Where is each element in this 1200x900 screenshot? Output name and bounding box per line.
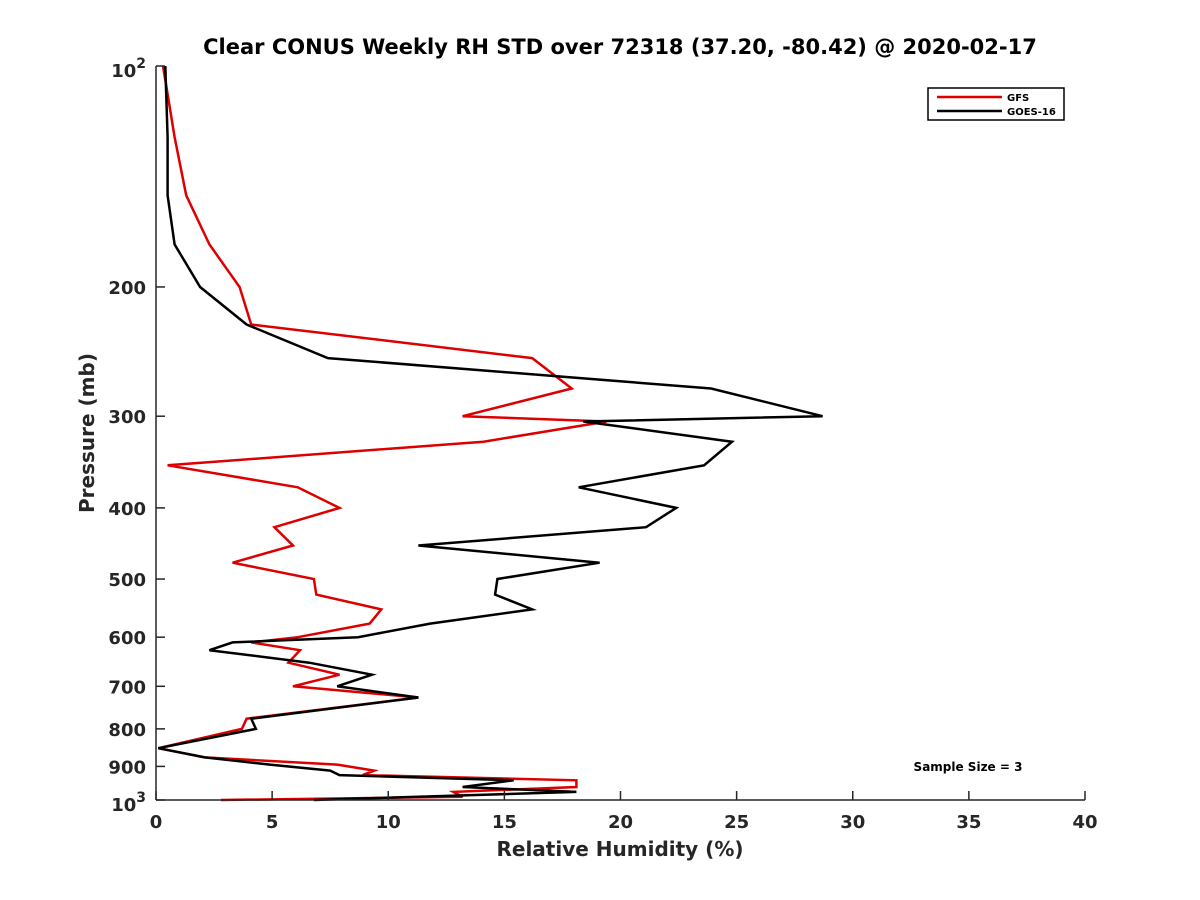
x-tick-label: 20 bbox=[608, 812, 633, 833]
y-tick-label: 103 bbox=[111, 790, 146, 816]
y-tick-label: 400 bbox=[108, 499, 146, 520]
y-axis-label: Pressure (mb) bbox=[75, 353, 99, 513]
y-tick-label: 200 bbox=[108, 278, 146, 299]
legend-label-gfs: GFS bbox=[1007, 93, 1029, 104]
chart-title: Clear CONUS Weekly RH STD over 72318 (37… bbox=[203, 35, 1037, 59]
y-tick-label: 800 bbox=[108, 720, 146, 741]
series-line-goes16 bbox=[158, 65, 823, 802]
series-line-gfs bbox=[158, 65, 607, 802]
series-layer bbox=[158, 65, 823, 802]
y-tick-label: 900 bbox=[108, 757, 146, 778]
y-tick-label: 300 bbox=[108, 407, 146, 428]
legend: GFS GOES-16 bbox=[927, 87, 1065, 121]
ticks-layer: 0 5 10 15 20 25 30 35 40 102 200 300 400 500 600 700 800… bbox=[108, 56, 1097, 833]
x-tick-label: 40 bbox=[1072, 812, 1097, 833]
y-tick-label: 500 bbox=[108, 570, 146, 591]
y-tick-label: 102 bbox=[111, 56, 146, 82]
x-tick-label: 35 bbox=[956, 812, 981, 833]
x-tick-label: 15 bbox=[492, 812, 517, 833]
x-axis-label: Relative Humidity (%) bbox=[496, 837, 743, 861]
legend-label-goes16: GOES-16 bbox=[1007, 107, 1056, 118]
x-tick-label: 10 bbox=[376, 812, 401, 833]
x-tick-label: 0 bbox=[150, 812, 163, 833]
x-tick-label: 5 bbox=[266, 812, 279, 833]
y-tick-label: 600 bbox=[108, 628, 146, 649]
x-tick-label: 25 bbox=[724, 812, 749, 833]
y-tick-label: 700 bbox=[108, 677, 146, 698]
legend-box bbox=[927, 87, 1065, 121]
sample-size-annotation: Sample Size = 3 bbox=[914, 760, 1023, 774]
x-tick-label: 30 bbox=[840, 812, 865, 833]
axes-layer bbox=[155, 66, 1085, 801]
